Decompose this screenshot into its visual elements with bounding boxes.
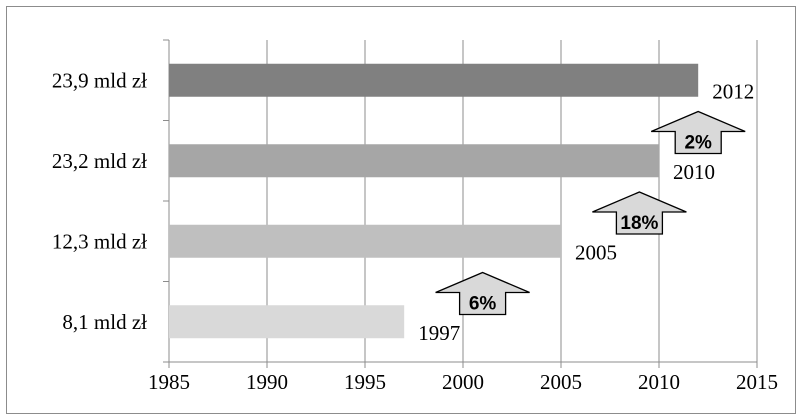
bar [169, 224, 561, 258]
up-arrow-icon [592, 191, 687, 235]
bar [169, 144, 659, 178]
bar-value-label: 2010 [673, 160, 715, 184]
bar-value-label: 1997 [418, 321, 460, 345]
bar-value-label: 2012 [712, 79, 754, 103]
category-label: 12,3 mld zł [52, 229, 147, 253]
category-label: 23,9 mld zł [52, 68, 147, 92]
x-tick-label: 2000 [442, 370, 484, 394]
x-tick-label: 1985 [148, 370, 190, 394]
x-tick-label: 2015 [736, 370, 778, 394]
category-label: 8,1 mld zł [62, 310, 147, 334]
x-tick-label: 1990 [246, 370, 288, 394]
up-arrow-icon [435, 271, 530, 316]
arrow-percent-label: 6% [469, 294, 497, 315]
x-tick-label: 2005 [540, 370, 582, 394]
category-label: 23,2 mld zł [52, 149, 147, 173]
bar [169, 305, 405, 339]
up-arrow-icon [650, 110, 746, 155]
arrow-percent-label: 18% [620, 213, 658, 234]
x-tick-label: 1995 [344, 370, 386, 394]
bar [169, 63, 699, 97]
x-tick-label: 2010 [638, 370, 680, 394]
bar-value-label: 2005 [575, 240, 617, 264]
arrow-percent-label: 2% [684, 133, 712, 154]
